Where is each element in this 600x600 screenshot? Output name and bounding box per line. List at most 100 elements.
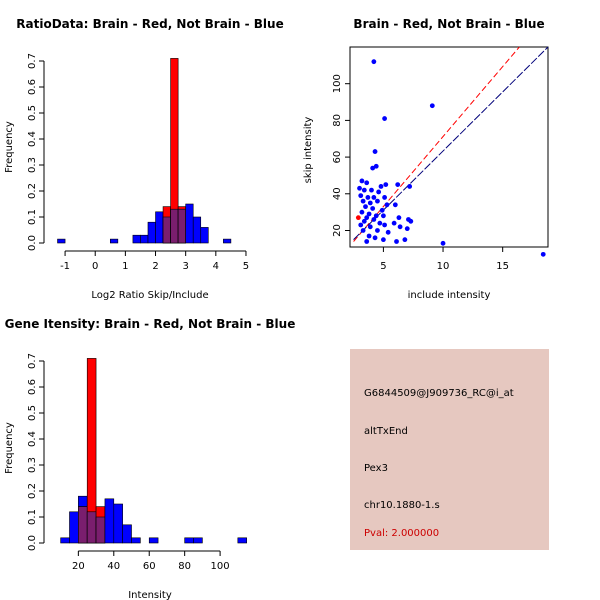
- intensity-histogram-x-tick-label: 100: [211, 561, 230, 572]
- genomic-location: chr10.1880-1.s: [364, 500, 440, 511]
- ratio-histogram-bar-overlap: [177, 208, 186, 244]
- scatter-fit-line-brain: [353, 46, 520, 242]
- intensity-histogram-bar-not-brain: [113, 503, 123, 544]
- scatter-title: Brain - Red, Not Brain - Blue: [353, 17, 544, 31]
- ratio-histogram-bar-not-brain: [155, 211, 164, 244]
- info-panel: G6844509@J909736_RC@i_at altTxEnd Pex3 c…: [350, 349, 549, 550]
- scatter-point-not-brain: [360, 198, 366, 204]
- scatter-point-not-brain: [358, 193, 364, 199]
- scatter-x-tick-label: 5: [380, 261, 386, 272]
- scatter-axes: 5 10 15 20 40 60 80 100: [332, 74, 509, 272]
- scatter-point-not-brain: [379, 207, 385, 213]
- scatter-y-tick-label: 80: [332, 114, 343, 127]
- scatter-fit-lines: [353, 46, 549, 242]
- scatter-point-not-brain: [540, 251, 546, 257]
- ratio-histogram-bar-not-brain: [147, 221, 156, 244]
- gene-name: Pex3: [364, 463, 388, 474]
- intensity-histogram-xlabel: Intensity: [128, 590, 172, 600]
- event-type: altTxEnd: [364, 426, 408, 437]
- scatter-point-not-brain: [396, 215, 402, 221]
- scatter-y-tick-label: 40: [332, 187, 343, 200]
- scatter-point-not-brain: [380, 237, 386, 243]
- ratio-histogram-x-tick-label: -1: [60, 261, 70, 272]
- scatter-point-not-brain: [382, 116, 387, 121]
- ratio-histogram-ylabel: Frequency: [4, 121, 15, 173]
- ratio-histogram-y-tick-label: 0.4: [27, 131, 38, 147]
- scatter-points: [355, 59, 546, 257]
- intensity-histogram-y-tick-label: 0.7: [27, 353, 38, 369]
- ratio-histogram-bar-not-brain: [140, 234, 149, 244]
- scatter-y-tick-label: 100: [332, 74, 343, 93]
- ratio-histogram-bar-not-brain: [185, 203, 194, 244]
- scatter-panel: Brain - Red, Not Brain - Blue include in…: [303, 17, 549, 301]
- scatter-point-not-brain: [392, 202, 398, 208]
- ratio-histogram-title: RatioData: Brain - Red, Not Brain - Blue: [16, 17, 283, 31]
- intensity-histogram-bar-not-brain: [60, 537, 70, 544]
- scatter-point-not-brain: [408, 218, 414, 224]
- intensity-histogram-title: Gene Itensity: Brain - Red, Not Brain - …: [5, 317, 296, 331]
- scatter-point-not-brain: [373, 213, 379, 219]
- intensity-histogram-bar-not-brain: [184, 537, 194, 544]
- ratio-histogram-x-tick-label: 5: [243, 261, 249, 272]
- intensity-histogram-bar-not-brain: [131, 537, 141, 544]
- ratio-histogram-bar-overlap: [162, 216, 171, 244]
- scatter-point-not-brain: [382, 195, 387, 200]
- scatter-point-not-brain: [391, 220, 397, 226]
- scatter-y-tick-label: 60: [332, 151, 343, 164]
- intensity-histogram-axes: 20 40 60 80 100 0.0 0.1 0.2 0.3 0.4 0.5 0.6 0.7: [27, 353, 230, 572]
- ratio-histogram-x-tick-label: 2: [152, 261, 158, 272]
- pval-value: Pval: 2.000000: [364, 528, 439, 539]
- scatter-point-not-brain: [371, 195, 377, 200]
- ratio-histogram-bar-overlap: [170, 208, 179, 244]
- scatter-point-not-brain: [363, 204, 368, 210]
- intensity-histogram-panel: Gene Itensity: Brain - Red, Not Brain - …: [4, 317, 295, 600]
- ratio-histogram-y-tick-label: 0.3: [27, 157, 38, 173]
- scatter-point-not-brain: [371, 59, 377, 65]
- ratio-histogram-bar-not-brain: [132, 234, 141, 244]
- intensity-histogram-y-tick-label: 0.2: [27, 483, 38, 499]
- scatter-point-not-brain: [367, 224, 373, 230]
- scatter-xlabel: include intensity: [408, 290, 491, 301]
- scatter-point-not-brain: [372, 235, 378, 241]
- scatter-point-not-brain: [364, 215, 370, 221]
- ratio-histogram-bar-not-brain: [200, 227, 209, 244]
- scatter-y-tick-label: 20: [332, 224, 343, 237]
- ratio-histogram-y-tick-label: 0.0: [27, 235, 38, 251]
- scatter-point-not-brain: [359, 209, 365, 215]
- intensity-histogram-bar-overlap: [95, 516, 106, 544]
- scatter-point-not-brain: [361, 187, 367, 193]
- ratio-histogram-bar-not-brain: [192, 216, 202, 244]
- scatter-point-not-brain: [375, 198, 380, 204]
- ratio-histogram-bar-not-brain: [57, 238, 66, 244]
- ratio-histogram-panel: RatioData: Brain - Red, Not Brain - Blue…: [4, 17, 284, 301]
- intensity-histogram-bar-not-brain: [193, 537, 203, 544]
- scatter-point-not-brain: [364, 239, 370, 244]
- intensity-histogram-y-tick-label: 0.6: [27, 379, 38, 395]
- scatter-ylabel: skip intensity: [303, 117, 314, 184]
- scatter-point-not-brain: [372, 149, 378, 154]
- scatter-fit-line-not-brain: [353, 46, 549, 241]
- scatter-point-not-brain: [376, 189, 382, 195]
- intensity-histogram-x-tick-label: 20: [72, 561, 85, 572]
- intensity-histogram-y-tick-label: 0.3: [27, 457, 38, 473]
- intensity-histogram-bar-not-brain: [122, 524, 132, 544]
- scatter-point-not-brain: [367, 200, 373, 206]
- intensity-histogram-bar-not-brain: [69, 511, 79, 544]
- ratio-histogram-y-tick-label: 0.2: [27, 183, 38, 199]
- scatter-point-not-brain: [358, 222, 364, 228]
- scatter-point-not-brain: [366, 233, 372, 239]
- ratio-histogram-y-tick-label: 0.1: [27, 209, 38, 225]
- intensity-histogram-y-tick-label: 0.1: [27, 509, 38, 525]
- intensity-histogram-bar-not-brain: [148, 537, 159, 544]
- intensity-histogram-bar-overlap: [86, 511, 97, 544]
- intensity-histogram-bar-not-brain: [104, 498, 115, 544]
- scatter-point-not-brain: [361, 218, 367, 224]
- scatter-point-not-brain: [382, 222, 387, 228]
- ratio-histogram-bar-not-brain: [223, 238, 232, 244]
- ratio-histogram-x-tick-label: 0: [92, 261, 98, 272]
- scatter-point-not-brain: [375, 228, 380, 233]
- scatter-point-brain: [355, 215, 361, 221]
- scatter-point-not-brain: [360, 228, 366, 233]
- intensity-histogram-ylabel: Frequency: [4, 422, 15, 474]
